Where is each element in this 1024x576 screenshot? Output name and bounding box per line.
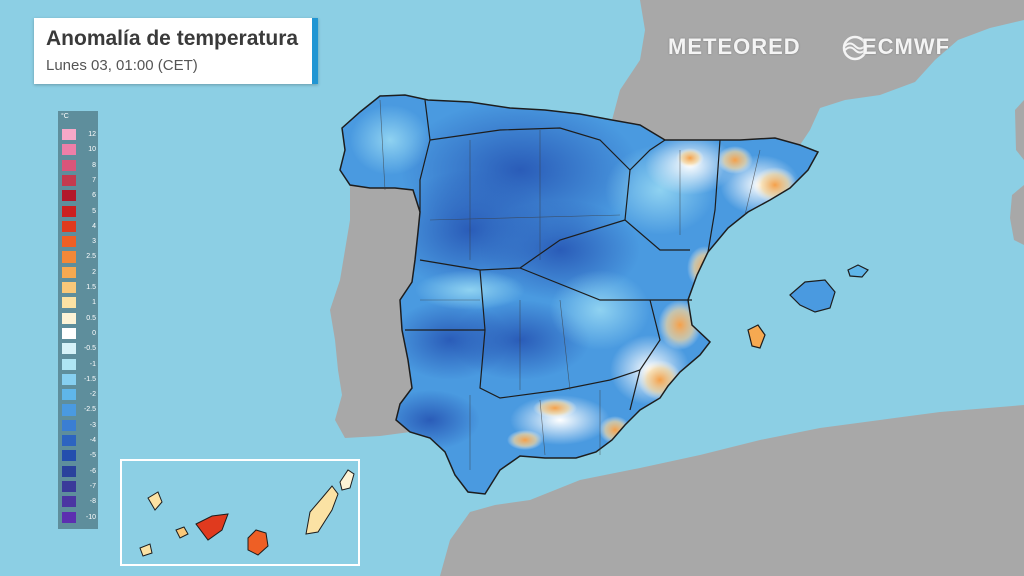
- region-borders: [405, 99, 721, 411]
- legend-swatch: [62, 327, 76, 340]
- spain-outline: [339, 94, 820, 495]
- canary-islands: [139, 469, 355, 557]
- legend-label: -3: [89, 421, 96, 429]
- legend-swatch: [62, 282, 76, 294]
- legend-label: 0: [92, 329, 96, 337]
- legend-label: -7: [89, 482, 96, 490]
- legend-label: 4: [92, 222, 96, 230]
- legend-label: 2.5: [86, 253, 96, 261]
- legend-label: -8: [89, 498, 96, 506]
- legend-label: 10: [88, 146, 96, 154]
- france-land: [612, 0, 1024, 145]
- legend-label: 12: [88, 131, 96, 138]
- ecmwf-logo-icon: [842, 35, 868, 61]
- legend-swatch: [62, 159, 76, 171]
- title-accent-bar: [312, 18, 318, 84]
- mallorca: [789, 279, 836, 313]
- menorca: [847, 264, 869, 278]
- legend-label: 3: [92, 238, 96, 246]
- legend-swatch: [62, 205, 76, 217]
- legend-label: 7: [92, 176, 96, 184]
- map-subtitle: Lunes 03, 01:00 (CET): [46, 57, 198, 74]
- legend-label: -0.5: [83, 345, 96, 353]
- legend-label: 1: [92, 299, 96, 307]
- corsica-land: [1015, 100, 1024, 160]
- map-title: Anomalía de temperatura: [46, 27, 299, 50]
- africa-land: [440, 405, 1024, 576]
- legend-swatch: [62, 190, 76, 202]
- legend-swatch: [62, 236, 76, 248]
- legend-label: 0.5: [86, 314, 96, 322]
- ecmwf-label: ECMWF: [862, 34, 951, 59]
- legend-swatch: [62, 389, 76, 401]
- legend-swatch: [62, 266, 76, 278]
- legend-swatch: [62, 511, 76, 523]
- legend-swatch: [62, 343, 76, 355]
- legend-label: 1.5: [86, 284, 96, 291]
- meteored-logo: METEORED: [668, 34, 801, 59]
- legend-swatch: [62, 480, 76, 493]
- ibiza: [747, 324, 766, 349]
- legend-label: 5: [92, 207, 96, 215]
- legend-swatch: [62, 465, 76, 477]
- legend-swatch: [62, 297, 76, 309]
- legend-label: -4: [89, 437, 96, 444]
- legend-swatch: [62, 496, 76, 508]
- legend-swatch: [62, 373, 76, 385]
- legend-label: -2: [89, 391, 96, 399]
- legend-swatch: [62, 144, 76, 156]
- legend-swatch: [62, 358, 76, 370]
- ecmwf-logo: ECMWF: [842, 34, 972, 62]
- color-legend: °C 12 10 8 7 6 5 4 3 2.5 2 1.5 1 0.5 0 -0.5 -1 -1.5 -2 -2.…: [58, 111, 98, 529]
- legend-swatch: [62, 251, 76, 263]
- legend-label: -1: [89, 360, 96, 368]
- portugal-land: [330, 185, 420, 438]
- canary-inset-frame: [120, 459, 360, 566]
- legend-unit: °C: [61, 113, 69, 120]
- legend-swatch: [62, 450, 76, 462]
- legend-swatch: [62, 220, 76, 232]
- legend-label: -10: [85, 513, 96, 521]
- title-box: Anomalía de temperatura Lunes 03, 01:00 …: [34, 18, 318, 84]
- legend-label: -5: [89, 452, 96, 460]
- legend-swatch: [62, 174, 76, 187]
- legend-swatch: [62, 129, 76, 141]
- sardinia-land: [1010, 185, 1024, 245]
- legend-label: -1.5: [83, 375, 96, 383]
- legend-label: -6: [89, 467, 96, 475]
- legend-label: 8: [92, 161, 96, 169]
- legend-swatch: [62, 404, 76, 416]
- legend-swatch: [62, 419, 76, 431]
- legend-swatch: [62, 312, 76, 324]
- legend-swatch: [62, 435, 76, 447]
- legend-label: 2: [92, 268, 96, 276]
- legend-label: 6: [92, 192, 96, 200]
- legend-label: -2.5: [83, 406, 96, 414]
- province-borders: [379, 99, 761, 470]
